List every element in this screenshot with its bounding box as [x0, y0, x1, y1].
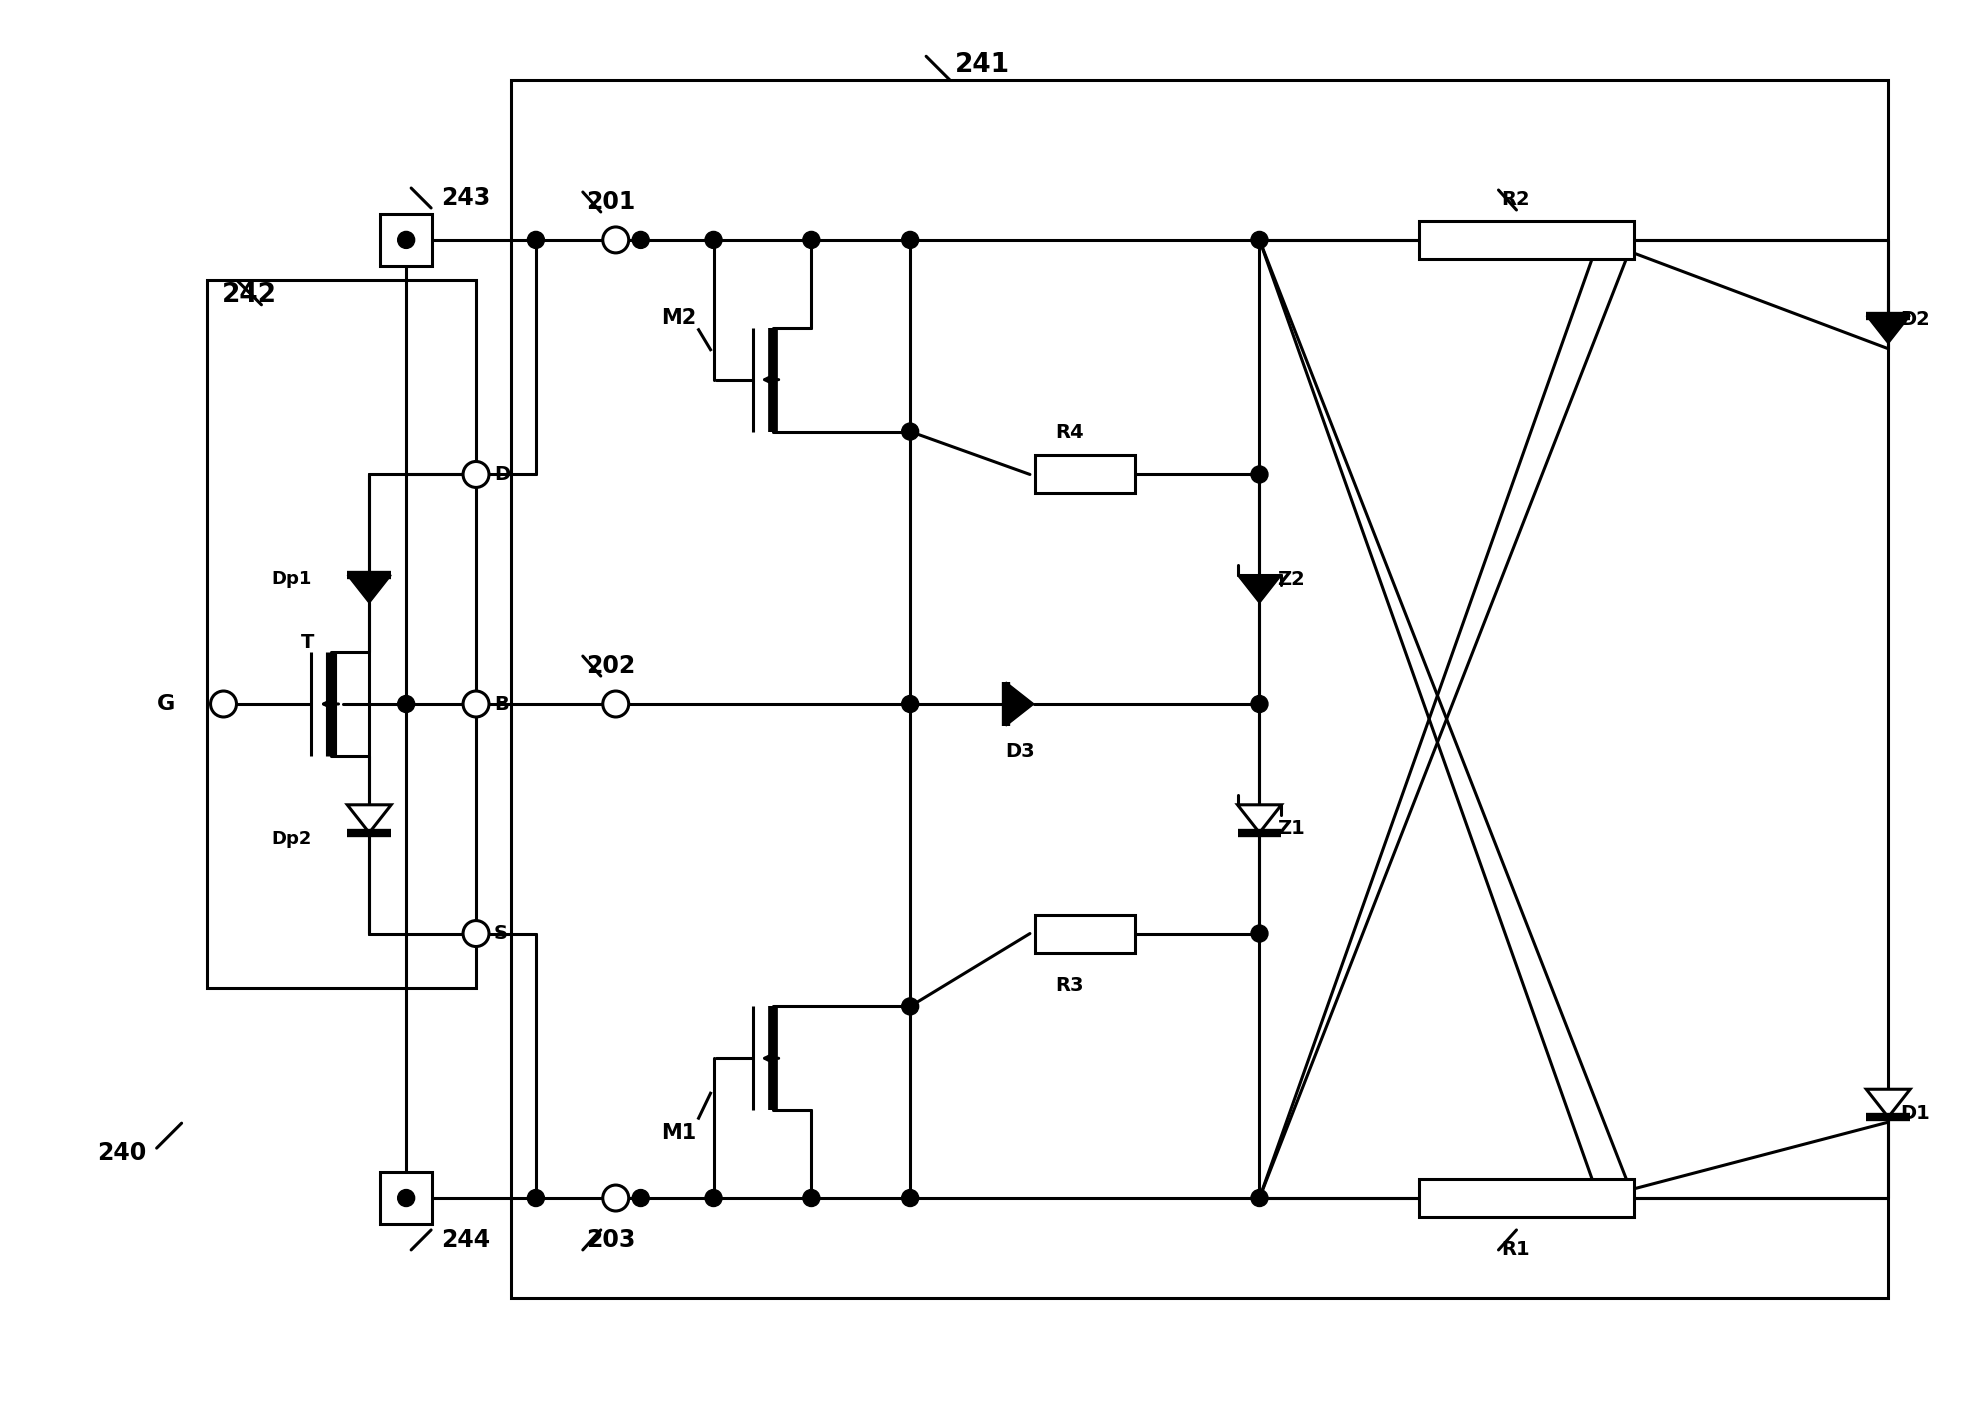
Text: S: S: [495, 924, 508, 943]
Circle shape: [463, 920, 489, 947]
Bar: [207, 280, 477, 989]
Text: 203: 203: [586, 1227, 636, 1253]
Circle shape: [1251, 696, 1267, 713]
Polygon shape: [1237, 575, 1281, 603]
Text: D1: D1: [1901, 1103, 1930, 1123]
Text: M1: M1: [661, 1123, 695, 1143]
Bar: [379, 1172, 433, 1224]
Text: R4: R4: [1055, 423, 1084, 442]
Text: 202: 202: [586, 654, 636, 678]
Bar: [1420, 1179, 1634, 1217]
Circle shape: [632, 231, 649, 248]
Text: Z1: Z1: [1277, 819, 1305, 838]
Circle shape: [902, 423, 920, 440]
Text: D: D: [495, 465, 510, 483]
Text: 242: 242: [222, 282, 276, 307]
Polygon shape: [1867, 1089, 1911, 1117]
Circle shape: [604, 227, 630, 252]
Circle shape: [528, 1189, 544, 1206]
Circle shape: [463, 462, 489, 488]
Bar: [510, 80, 1889, 1298]
Text: Z2: Z2: [1277, 569, 1305, 589]
Circle shape: [397, 696, 415, 713]
Circle shape: [528, 231, 544, 248]
Circle shape: [705, 1189, 723, 1206]
Text: R2: R2: [1501, 190, 1529, 210]
Text: D3: D3: [1005, 743, 1035, 761]
Circle shape: [802, 231, 820, 248]
Text: 201: 201: [586, 190, 636, 214]
Circle shape: [1251, 1189, 1267, 1206]
Circle shape: [902, 696, 920, 713]
Bar: [1035, 914, 1134, 952]
Circle shape: [902, 1189, 920, 1206]
Bar: [379, 214, 433, 266]
Text: 240: 240: [97, 1141, 147, 1165]
Polygon shape: [348, 805, 391, 833]
Polygon shape: [1237, 805, 1281, 833]
Text: R3: R3: [1055, 976, 1084, 995]
Circle shape: [902, 231, 920, 248]
Circle shape: [397, 1189, 415, 1206]
Text: G: G: [157, 695, 175, 714]
Bar: [1420, 221, 1634, 259]
Circle shape: [632, 1189, 649, 1206]
Text: 241: 241: [955, 52, 1011, 79]
Circle shape: [604, 690, 630, 717]
Text: D2: D2: [1901, 310, 1930, 330]
Circle shape: [902, 998, 920, 1014]
Text: Dp1: Dp1: [272, 571, 312, 588]
Text: M2: M2: [661, 307, 695, 328]
Circle shape: [802, 1189, 820, 1206]
Circle shape: [604, 1185, 630, 1210]
Circle shape: [1251, 231, 1267, 248]
Circle shape: [1251, 466, 1267, 483]
Polygon shape: [1007, 682, 1035, 726]
Text: B: B: [495, 695, 508, 713]
Polygon shape: [348, 575, 391, 603]
Polygon shape: [1867, 316, 1911, 344]
Text: T: T: [302, 633, 314, 651]
Circle shape: [211, 690, 236, 717]
Circle shape: [397, 231, 415, 248]
Circle shape: [463, 690, 489, 717]
Circle shape: [1251, 926, 1267, 943]
Text: R1: R1: [1501, 1240, 1529, 1260]
Bar: [1035, 455, 1134, 493]
Circle shape: [705, 231, 723, 248]
Text: Dp2: Dp2: [272, 830, 312, 848]
Text: 243: 243: [441, 186, 491, 210]
Text: 244: 244: [441, 1227, 491, 1253]
